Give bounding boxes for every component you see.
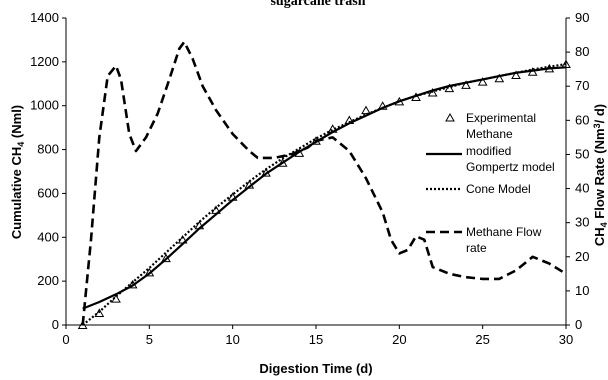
y2-tick-label: 80: [575, 44, 589, 59]
x-axis-title: Digestion Time (d): [259, 361, 372, 376]
y-tick-label: 1200: [30, 54, 59, 69]
x-tick-label: 10: [225, 332, 239, 347]
y2-tick-label: 30: [575, 215, 589, 230]
y-axis-ticks: 0 200 400 600 800 1000 1200 1400: [30, 10, 66, 332]
legend-label-cone: Cone Model: [466, 182, 531, 196]
data-point-triangle: [94, 308, 105, 317]
series-line-cone-model: [82, 63, 567, 326]
legend-triangle-marker: [445, 112, 455, 122]
x-tick-label: 30: [559, 332, 573, 347]
y-tick-label: 200: [37, 273, 59, 288]
legend-item-experimental: Experimental Methane: [445, 111, 536, 141]
series-layer: [77, 40, 571, 329]
y-tick-label: 800: [37, 142, 59, 157]
y-tick-label: 400: [37, 229, 59, 244]
data-point-triangle: [461, 80, 471, 89]
legend: Experimental Methane modified Gompertz mod…: [426, 111, 555, 255]
x-tick-label: 15: [309, 332, 323, 347]
x-tick-label: 25: [475, 332, 489, 347]
legend-label-gompertz: modified Gompertz model: [466, 144, 555, 174]
series-line-modified-gompertz-model: [82, 66, 567, 310]
y2-tick-label: 40: [575, 181, 589, 196]
data-point-triangle: [511, 70, 521, 80]
data-point-triangle: [377, 101, 388, 110]
y-tick-label: 0: [52, 317, 59, 332]
data-point-triangle: [427, 88, 438, 97]
data-point-triangle: [477, 77, 488, 86]
x-tick-label: 0: [62, 332, 69, 347]
legend-label-experimental: Experimental Methane: [466, 111, 536, 141]
y-tick-label: 1400: [30, 10, 59, 25]
y-tick-label: 1000: [30, 98, 59, 113]
y2-tick-label: 90: [575, 10, 589, 25]
x-tick-label: 5: [146, 332, 153, 347]
x-tick-label: 20: [392, 332, 406, 347]
y2-tick-label: 10: [575, 283, 589, 298]
y2-tick-label: 70: [575, 78, 589, 93]
legend-label-flow: Methane Flow rate: [466, 225, 542, 255]
legend-item-flow: Methane Flow rate: [426, 225, 542, 255]
legend-item-gompertz: modified Gompertz model: [426, 144, 555, 174]
x-axis-ticks: 0 5 10 15 20 25 30: [62, 325, 573, 347]
y2-tick-label: 60: [575, 112, 589, 127]
chart-title: sugarcane trash: [270, 0, 365, 9]
axes: [65, 18, 567, 326]
y-tick-label: 600: [37, 185, 59, 200]
data-point-triangle: [361, 105, 371, 115]
y-axis-title: Cumulative CH4 (Nml): [9, 105, 26, 239]
y2-axis-ticks: 0 10 20 30 40 50 60 70 80 90: [566, 10, 589, 332]
y2-tick-label: 50: [575, 146, 589, 161]
data-point-triangle: [494, 73, 505, 83]
series-line-methane-flow-rate: [81, 40, 567, 326]
y2-tick-label: 0: [575, 317, 582, 332]
y2-tick-label: 20: [575, 249, 589, 264]
legend-item-cone: Cone Model: [426, 182, 531, 196]
y2-axis-title: CH4 Flow Rate (Nm3/ d): [592, 104, 608, 246]
